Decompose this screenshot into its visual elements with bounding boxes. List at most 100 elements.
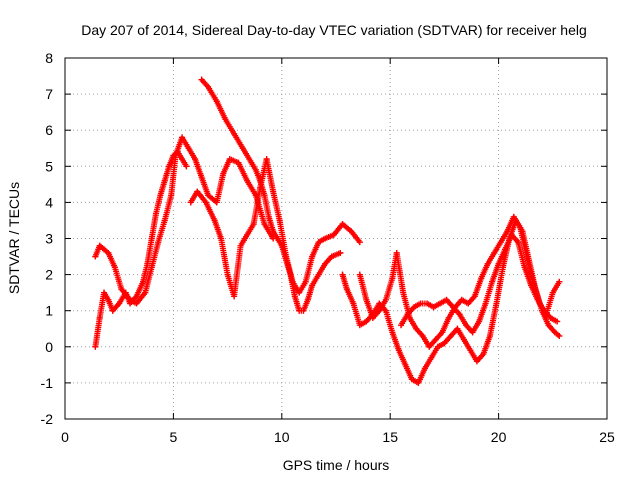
data-point — [304, 296, 311, 303]
data-point — [265, 213, 272, 220]
data-point — [315, 271, 322, 278]
data-point — [398, 322, 405, 329]
data-point — [348, 228, 355, 235]
data-point — [127, 296, 134, 303]
data-point — [404, 311, 411, 318]
data-point — [309, 253, 316, 260]
data-point — [491, 249, 498, 256]
data-point — [270, 188, 277, 195]
data-point — [261, 192, 268, 199]
data-point — [556, 332, 563, 339]
data-point — [192, 156, 199, 163]
data-point — [239, 145, 246, 152]
data-point — [499, 264, 506, 271]
data-point — [439, 329, 446, 336]
data-point — [330, 231, 337, 238]
data-point — [460, 336, 467, 343]
data-point — [274, 235, 281, 242]
data-point — [393, 249, 400, 256]
data-point — [432, 336, 439, 343]
data-point — [528, 282, 535, 289]
chart-title: Day 207 of 2014, Sidereal Day-to-day VTE… — [81, 22, 587, 38]
data-point — [482, 300, 489, 307]
data-point — [315, 239, 322, 246]
data-point — [400, 289, 407, 296]
data-point — [168, 192, 175, 199]
data-points — [92, 76, 563, 386]
data-point — [382, 307, 389, 314]
data-point — [480, 351, 487, 358]
data-point — [369, 314, 376, 321]
data-point — [276, 217, 283, 224]
x-tick-label: 20 — [491, 429, 507, 445]
data-point — [456, 311, 463, 318]
data-point — [395, 347, 402, 354]
data-point — [220, 170, 227, 177]
data-point — [434, 343, 441, 350]
data-point — [495, 260, 502, 267]
data-point — [213, 199, 220, 206]
data-point — [521, 264, 528, 271]
data-point — [140, 278, 147, 285]
data-point — [105, 296, 112, 303]
data-point — [198, 174, 205, 181]
y-axis-label: SDTVAR / TECUs — [6, 182, 22, 294]
data-point — [157, 192, 164, 199]
data-point — [437, 300, 444, 307]
data-point — [343, 286, 350, 293]
y-tick-label: 3 — [45, 231, 53, 247]
data-point — [133, 293, 140, 300]
data-point — [476, 318, 483, 325]
data-point — [350, 300, 357, 307]
x-axis-label: GPS time / hours — [283, 457, 390, 473]
data-point — [116, 300, 123, 307]
data-point — [205, 83, 212, 90]
data-point — [556, 278, 563, 285]
data-point — [244, 231, 251, 238]
data-point — [185, 145, 192, 152]
data-point — [421, 365, 428, 372]
y-tick-label: 1 — [45, 303, 53, 319]
data-point — [411, 304, 418, 311]
data-point — [486, 332, 493, 339]
data-point — [443, 296, 450, 303]
x-tick-label: 10 — [274, 429, 290, 445]
tick-marks — [64, 57, 608, 420]
data-point — [213, 98, 220, 105]
y-tick-label: -2 — [41, 411, 54, 427]
data-point — [244, 177, 251, 184]
data-point — [155, 239, 162, 246]
data-point — [248, 159, 255, 166]
data-point — [309, 282, 316, 289]
data-point — [211, 217, 218, 224]
x-tick-labels: 0 5 10 15 20 25 — [61, 429, 615, 445]
data-point — [510, 213, 517, 220]
y-tick-label: 0 — [45, 339, 53, 355]
data-point — [502, 246, 509, 253]
data-point — [257, 184, 264, 191]
data-point — [356, 271, 363, 278]
data-point — [547, 314, 554, 321]
data-point — [218, 235, 225, 242]
data-point — [363, 296, 370, 303]
data-point — [447, 332, 454, 339]
data-point — [270, 228, 277, 235]
data-point — [96, 314, 103, 321]
data-point — [148, 235, 155, 242]
x-tick-label: 5 — [170, 429, 178, 445]
data-point — [454, 325, 461, 332]
data-point — [363, 318, 370, 325]
x-tick-label: 0 — [61, 429, 69, 445]
data-point — [187, 199, 194, 206]
data-point — [101, 289, 108, 296]
data-point — [413, 325, 420, 332]
data-point — [226, 156, 233, 163]
x-tick-label: 15 — [382, 429, 398, 445]
data-point — [445, 314, 452, 321]
data-point — [508, 231, 515, 238]
data-point — [551, 329, 558, 336]
data-point — [523, 253, 530, 260]
data-point — [417, 300, 424, 307]
